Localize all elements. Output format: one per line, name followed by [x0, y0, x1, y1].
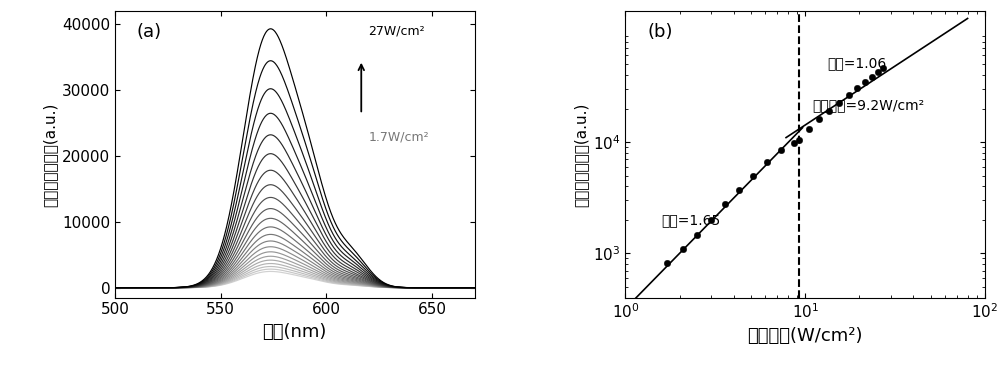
Point [717, 202, 733, 208]
Point [786, 140, 802, 146]
Y-axis label: 上转换发光强度(a.u.): 上转换发光强度(a.u.) [43, 102, 58, 206]
Point [759, 159, 775, 165]
Point [731, 187, 747, 193]
Point [841, 92, 857, 98]
Point [675, 246, 691, 252]
Point [875, 65, 891, 71]
Point [849, 85, 865, 91]
Point [857, 79, 873, 85]
Point [801, 126, 817, 132]
Point [821, 108, 837, 114]
Text: (a): (a) [137, 23, 162, 41]
Point [831, 100, 847, 106]
Point [870, 69, 886, 75]
Point [689, 232, 705, 238]
Point [703, 217, 719, 223]
Y-axis label: 上转换发光强度(a.u.): 上转换发光强度(a.u.) [574, 102, 589, 206]
Text: 斜率=1.06: 斜率=1.06 [827, 56, 886, 70]
Text: 功率阈值=9.2W/cm²: 功率阈值=9.2W/cm² [812, 99, 925, 113]
Point [811, 116, 827, 122]
Text: (b): (b) [647, 23, 673, 41]
Text: 27W/cm²: 27W/cm² [368, 25, 425, 38]
Text: 1.7W/cm²: 1.7W/cm² [368, 131, 429, 144]
X-axis label: 波长(nm): 波长(nm) [263, 323, 327, 341]
Point [745, 173, 761, 179]
Point [864, 74, 880, 80]
Text: 斜率=1.65: 斜率=1.65 [661, 213, 721, 227]
X-axis label: 功率密度(W/cm²): 功率密度(W/cm²) [747, 327, 863, 345]
Point [659, 260, 675, 266]
Point [791, 137, 807, 142]
Point [773, 147, 789, 153]
